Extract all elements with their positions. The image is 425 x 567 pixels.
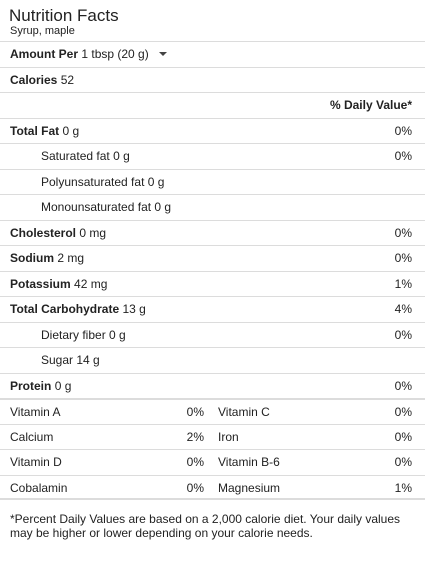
vitamin-pct: 0%: [186, 480, 204, 495]
vitamin-name: Iron: [218, 429, 239, 444]
vitamin-pct: 0%: [186, 405, 204, 419]
vitamin-row: Cobalamin 0% Magnesium 1%: [0, 474, 425, 500]
daily-value-header-label: % Daily Value*: [329, 98, 412, 112]
page-title: Nutrition Facts: [9, 6, 119, 25]
nutrient-row-saturated-fat: Saturated fat 0 g 0%: [0, 143, 425, 169]
nutrient-row-protein: Protein 0 g 0%: [0, 372, 425, 399]
nutrient-row-sodium: Sodium 2 mg 0%: [0, 245, 425, 271]
nutrient-amount: 0 g: [62, 123, 80, 138]
nutrient-row-cholesterol: Cholesterol 0 mg 0%: [0, 219, 425, 246]
nutrient-name: Protein: [10, 378, 52, 393]
nutrient-name: Cholesterol: [10, 225, 77, 240]
vitamin-name: Calcium: [10, 429, 54, 444]
food-name: Syrup, maple: [10, 25, 75, 37]
nutrient-pct: 0%: [394, 378, 412, 393]
vitamin-pct: 0%: [394, 455, 412, 469]
nutrient-name: Sugar: [41, 353, 74, 367]
calories-row: Calories 52: [0, 66, 425, 93]
nutrient-row-total-fat: Total Fat 0 g 0%: [0, 117, 425, 144]
nutrient-name: Saturated fat: [41, 149, 110, 163]
nutrient-pct: 0%: [394, 149, 412, 163]
serving-size-select[interactable]: 1 tbsp (20 g): [81, 47, 167, 61]
nutrient-pct: 0%: [394, 225, 412, 240]
nutrient-row-potassium: Potassium 42 mg 1%: [0, 270, 425, 297]
nutrient-pct: 0%: [394, 123, 412, 138]
nutrient-name: Monounsaturated fat: [41, 200, 152, 214]
vitamin-name: Vitamin A: [10, 405, 61, 419]
vitamin-pct: 1%: [394, 480, 412, 495]
vitamin-name: Magnesium: [218, 480, 281, 495]
nutrient-pct: 1%: [394, 276, 412, 291]
vitamin-pct: 0%: [394, 405, 412, 419]
vitamin-name: Vitamin B-6: [218, 455, 280, 469]
nutrient-amount: 0 g: [109, 327, 126, 342]
nutrition-facts-panel: Nutrition Facts Syrup, maple Amount Per …: [0, 6, 425, 540]
nutrient-pct: 0%: [394, 251, 412, 265]
vitamin-name: Vitamin D: [10, 455, 62, 469]
chevron-down-icon[interactable]: [158, 51, 167, 56]
nutrient-amount: 42 mg: [74, 276, 108, 291]
nutrient-pct: 0%: [394, 327, 412, 342]
vitamin-row: Vitamin A 0% Vitamin C 0%: [0, 398, 425, 424]
nutrient-amount: 0 g: [54, 378, 72, 393]
nutrient-row-polyunsaturated-fat: Polyunsaturated fat 0 g: [0, 168, 425, 195]
serving-size-row: Amount Per 1 tbsp (20 g): [0, 41, 425, 67]
vitamin-row: Vitamin D 0% Vitamin B-6 0%: [0, 449, 425, 475]
calories-value: 52: [60, 72, 75, 87]
nutrient-amount: 0 g: [147, 174, 165, 189]
vitamin-pct: 0%: [394, 429, 412, 444]
nutrient-row-sugar: Sugar 14 g: [0, 347, 425, 373]
nutrient-name: Dietary fiber: [41, 327, 106, 342]
vitamin-name: Cobalamin: [10, 480, 68, 495]
nutrient-amount: 0 mg: [79, 225, 107, 240]
nutrient-name: Total Carbohydrate: [10, 302, 120, 316]
nutrient-amount: 13 g: [122, 302, 146, 316]
daily-value-header: % Daily Value*: [0, 92, 425, 118]
nutrient-row-monounsaturated-fat: Monounsaturated fat 0 g: [0, 194, 425, 220]
nutrient-amount: 14 g: [76, 353, 100, 367]
nutrient-row-total-carbohydrate: Total Carbohydrate 13 g 4%: [0, 296, 425, 322]
nutrient-amount: 2 mg: [57, 251, 85, 265]
serving-value[interactable]: 1 tbsp (20 g): [81, 47, 149, 61]
vitamin-pct: 0%: [186, 455, 204, 469]
nutrient-row-dietary-fiber: Dietary fiber 0 g 0%: [0, 321, 425, 348]
calories-label: Calories: [10, 72, 58, 87]
vitamin-name: Vitamin C: [218, 405, 270, 419]
nutrient-amount: 0 g: [113, 149, 130, 163]
nutrient-amount: 0 g: [154, 200, 172, 214]
nutrient-pct: 4%: [394, 302, 412, 316]
nutrient-name: Potassium: [10, 276, 71, 291]
vitamin-pct: 2%: [186, 429, 204, 444]
daily-value-footnote: *Percent Daily Values are based on a 2,0…: [10, 512, 401, 540]
serving-label: Amount Per: [10, 47, 79, 61]
vitamin-row: Calcium 2% Iron 0%: [0, 423, 425, 450]
nutrient-name: Sodium: [10, 251, 54, 265]
nutrient-name: Polyunsaturated fat: [41, 174, 145, 189]
nutrient-name: Total Fat: [10, 123, 60, 138]
